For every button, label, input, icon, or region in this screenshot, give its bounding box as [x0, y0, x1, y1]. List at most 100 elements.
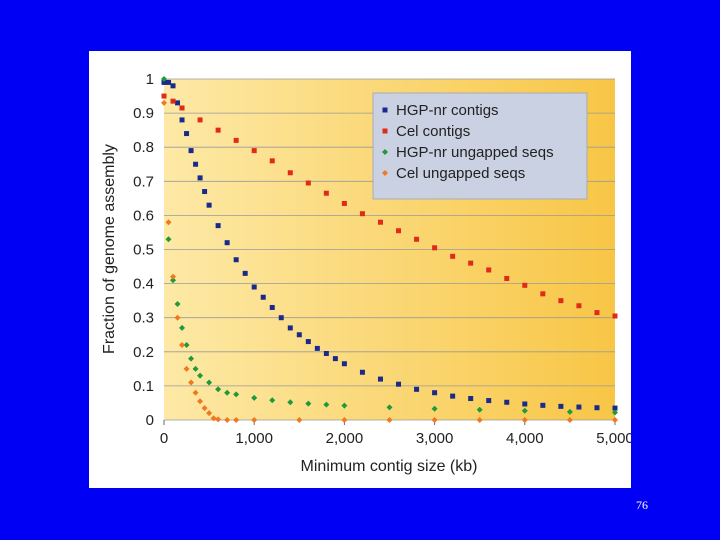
data-point [278, 315, 284, 321]
data-point [576, 303, 582, 309]
data-point [260, 294, 266, 300]
data-point [206, 410, 213, 417]
data-point [161, 76, 167, 82]
data-point [566, 408, 573, 415]
data-point [612, 417, 618, 423]
y-tick-label: 0.7 [133, 173, 154, 190]
data-point [197, 117, 203, 123]
data-point [305, 180, 311, 186]
data-point [522, 282, 528, 288]
data-point [269, 158, 275, 164]
data-point [233, 137, 239, 143]
data-point [161, 93, 167, 99]
data-point [170, 83, 176, 89]
data-point [233, 391, 240, 398]
data-point [210, 415, 217, 422]
data-point [323, 401, 330, 408]
series-cel-contigs [161, 93, 618, 319]
legend: HGP-nr contigs Cel contigs HGP-nr ungapped… [372, 92, 588, 200]
data-point [377, 376, 383, 382]
legend-label-hgp-nr-contigs: HGP-nr contigs [396, 102, 499, 119]
chart-figure: 0 0.1 0.2 0.3 0.4 0.5 0.6 0.7 0.8 0.9 1 0 1,000 2,000… [89, 51, 631, 488]
y-tick-label: 1 [146, 71, 154, 88]
data-point [450, 253, 456, 259]
data-point [188, 355, 195, 362]
legend-label-hgp-nr-ungapped-seqs: HGP-nr ungapped seqs [396, 144, 554, 161]
data-point [287, 399, 294, 406]
x-tick-label: 1,000 [235, 430, 273, 447]
data-point [414, 236, 420, 242]
data-point [269, 304, 275, 310]
data-point [233, 417, 240, 423]
data-point [197, 398, 204, 405]
data-point [341, 402, 348, 409]
series-hgp-nr-contigs [161, 79, 618, 411]
data-point [202, 189, 208, 195]
y-tick-label: 0.6 [133, 207, 154, 224]
data-point [504, 399, 510, 405]
data-point [179, 105, 185, 111]
data-point [192, 389, 199, 396]
data-point [341, 417, 348, 423]
data-point [179, 324, 186, 331]
y-tick-label: 0 [146, 412, 154, 429]
series-cel-ungapped-seqs [161, 99, 618, 423]
data-point [192, 365, 199, 372]
y-tick-label: 0.1 [133, 378, 154, 395]
data-point [287, 170, 293, 176]
data-point [612, 313, 618, 319]
data-point [197, 372, 204, 379]
data-point [224, 389, 231, 396]
data-point [251, 394, 258, 401]
data-point [183, 365, 190, 372]
data-point [576, 404, 582, 410]
slide-number: 76 [636, 498, 648, 512]
data-point [612, 409, 618, 416]
data-point [414, 386, 420, 392]
legend-marker-hgp-nr-contigs [382, 107, 388, 113]
data-point [468, 260, 474, 266]
data-point [193, 161, 199, 167]
y-tick-label: 0.9 [133, 105, 154, 122]
x-tick-label: 2,000 [326, 430, 364, 447]
data-point [558, 298, 564, 304]
data-point [170, 273, 177, 280]
data-point [201, 405, 208, 412]
y-axis-title: Fraction of genome assembly [101, 144, 118, 354]
data-point [296, 417, 303, 423]
y-tick-label: 0.3 [133, 310, 154, 327]
data-point [287, 325, 293, 331]
data-point [174, 301, 181, 308]
data-point [224, 417, 231, 423]
data-point [396, 381, 402, 387]
data-point [594, 405, 600, 411]
data-point [184, 131, 190, 137]
data-point [432, 245, 438, 251]
x-tick-label: 5,000 [596, 430, 631, 447]
data-point [359, 369, 365, 375]
data-point [224, 240, 230, 246]
data-point [215, 127, 221, 133]
data-point [215, 223, 221, 229]
data-point [165, 236, 172, 243]
data-point [188, 148, 194, 154]
data-point [175, 100, 181, 106]
y-tick-label: 0.8 [133, 139, 154, 156]
data-point [359, 211, 365, 217]
data-point [323, 351, 329, 357]
x-tick-label: 3,000 [416, 430, 454, 447]
data-point [269, 397, 276, 404]
data-point [179, 341, 186, 348]
data-point [161, 99, 167, 106]
data-point [215, 416, 222, 423]
data-point [215, 386, 222, 393]
data-point [431, 405, 438, 412]
data-point [476, 406, 483, 413]
data-point [170, 98, 176, 104]
data-point [341, 361, 347, 367]
data-point [296, 332, 302, 338]
data-point [431, 417, 438, 423]
legend-box [372, 92, 588, 200]
data-point [206, 379, 213, 386]
data-point [197, 175, 203, 181]
